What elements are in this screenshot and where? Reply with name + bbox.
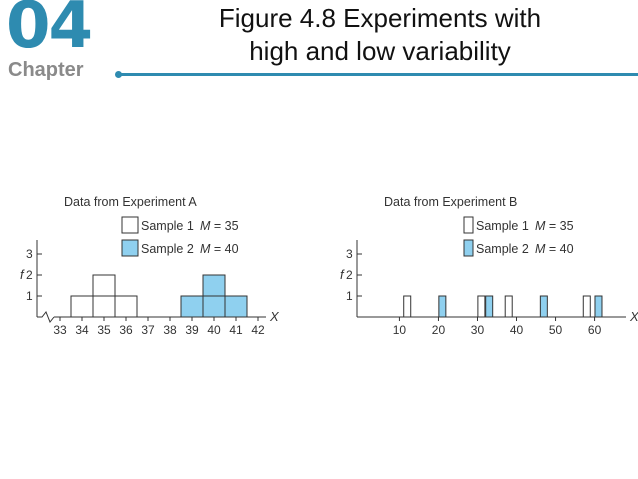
exp-b-legend-swatch-2: [463, 239, 474, 257]
exp-b-y-tick-label-3: 3: [346, 247, 353, 261]
exp-b-bar-sample-2-x21-f1: [438, 295, 447, 318]
exp-b-x-tick-label-60: 60: [588, 323, 602, 337]
chapter-number: 04: [6, 0, 93, 63]
exp-a-bar-sample-2-x41-f1: [224, 295, 248, 318]
exp-a-x-tick-label-37: 37: [141, 323, 155, 337]
exp-a-bar-sample-2-x40-f1: [202, 295, 226, 318]
exp-a-legend-swatch-1: [121, 216, 139, 234]
exp-a-x-tick-label-42: 42: [251, 323, 265, 337]
header-rule: [116, 73, 638, 76]
slide-title-line-2: high and low variability: [249, 36, 511, 66]
exp-a-y-tick-label-2: 2: [26, 268, 33, 282]
exp-a-x-tick-label-41: 41: [229, 323, 243, 337]
chart-experiment-a: Data from Experiment A Sample 1 M = 35 Samp…: [20, 185, 320, 350]
exp-b-y-tick-label-2: 2: [346, 268, 353, 282]
exp-a-chart-title: Data from Experiment A: [64, 195, 197, 209]
exp-a-bar-sample-2-x40-f2: [202, 274, 226, 297]
exp-a-x-tick-label-38: 38: [163, 323, 177, 337]
exp-b-legend-stat-1: M = 35: [535, 219, 574, 233]
exp-a-x-label: X: [269, 309, 280, 324]
exp-a-legend-label-2: Sample 2: [141, 242, 194, 256]
exp-a-bar-sample-1-x35-f2: [92, 274, 116, 297]
exp-a-y-tick-label-3: 3: [26, 247, 33, 261]
exp-b-x-tick-label-50: 50: [549, 323, 563, 337]
exp-b-legend-swatch-1: [463, 216, 474, 234]
exp-b-legend-stat-2: M = 40: [535, 242, 574, 256]
exp-b-bar-sample-2-x61-f1: [594, 295, 603, 318]
chapter-label: Chapter: [8, 59, 84, 81]
exp-b-x-tick-label-40: 40: [510, 323, 524, 337]
exp-a-x-tick-label-34: 34: [75, 323, 89, 337]
slide-title: Figure 4.8 Experiments with high and low…: [130, 2, 630, 68]
exp-a-x-tick-label-33: 33: [53, 323, 67, 337]
chart-experiment-b-svg: Data from Experiment B Sample 1 M = 35 Samp…: [340, 195, 638, 337]
exp-b-bar-sample-1-x31-f1: [477, 295, 486, 318]
exp-a-bar-sample-1-x34-f1: [70, 295, 94, 318]
exp-a-legend-stat-1: M = 35: [200, 219, 239, 233]
exp-a-x-tick-label-35: 35: [97, 323, 111, 337]
chart-experiment-a-svg: Data from Experiment A Sample 1 M = 35 Samp…: [20, 195, 280, 337]
exp-a-bar-sample-1-x36-f1: [114, 295, 138, 318]
exp-b-x-tick-label-10: 10: [393, 323, 407, 337]
exp-b-chart-title: Data from Experiment B: [384, 195, 517, 209]
exp-b-x-tick-label-30: 30: [471, 323, 485, 337]
exp-b-bar-sample-2-x33-f1: [485, 295, 494, 318]
exp-a-x-tick-label-39: 39: [185, 323, 199, 337]
exp-b-bar-sample-2-x47-f1: [539, 295, 548, 318]
exp-b-bar-sample-1-x58-f1: [582, 295, 591, 318]
exp-a-y-label: f: [20, 267, 25, 282]
exp-b-y-label: f: [340, 267, 345, 282]
exp-a-legend-swatch-2: [121, 239, 139, 257]
exp-a-bar-sample-1-x35-f1: [92, 295, 116, 318]
exp-a-x-tick-label-40: 40: [207, 323, 221, 337]
exp-b-bar-sample-1-x12-f1: [403, 295, 412, 318]
exp-a-x-tick-label-36: 36: [119, 323, 133, 337]
exp-a-legend-label-1: Sample 1: [141, 219, 194, 233]
chart-experiment-b: Data from Experiment B Sample 1 M = 35 Samp…: [340, 185, 638, 350]
exp-b-y-tick-label-1: 1: [346, 289, 353, 303]
exp-a-bar-sample-2-x39-f1: [180, 295, 204, 318]
exp-b-x-tick-label-20: 20: [432, 323, 446, 337]
slide-title-line-1: Figure 4.8 Experiments with: [218, 3, 542, 33]
exp-b-bar-sample-1-x38-f1: [504, 295, 513, 318]
exp-b-legend-label-2: Sample 2: [476, 242, 529, 256]
exp-b-legend-label-1: Sample 1: [476, 219, 529, 233]
exp-b-x-label: X: [629, 309, 638, 324]
exp-a-y-tick-label-1: 1: [26, 289, 33, 303]
exp-a-axis-break: [37, 311, 55, 323]
exp-a-legend-stat-2: M = 40: [200, 242, 239, 256]
